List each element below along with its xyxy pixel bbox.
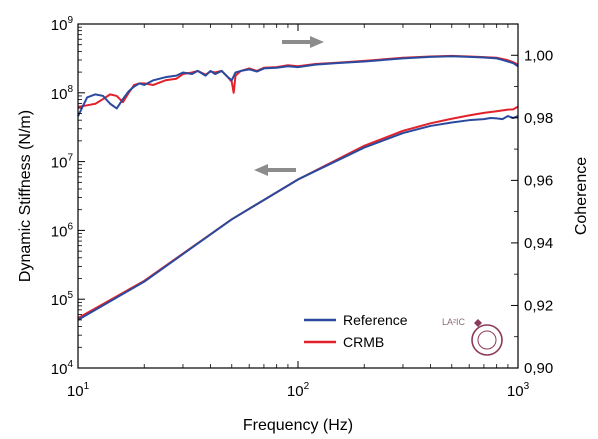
y-right-tick-label: 0,94	[524, 235, 553, 252]
lab-logo: LA²IC	[442, 317, 503, 356]
curves	[77, 54, 519, 321]
x-tick-label: 102	[287, 381, 310, 400]
x-axis-title: Frequency (Hz)	[243, 417, 353, 434]
logo-diamond-icon	[474, 319, 482, 327]
legend-label-reference: Reference	[343, 312, 408, 328]
y-left-tick-label: 104	[51, 359, 74, 378]
y-right-tick-label: 0,96	[524, 172, 553, 189]
x-tick-label: 103	[507, 381, 530, 400]
y-right-tick-label: 1,00	[524, 47, 553, 64]
y-left-tick-label: 108	[51, 84, 74, 103]
logo-ring-icon	[471, 324, 503, 356]
series-line-crmb-right	[77, 54, 519, 108]
series-line-reference-right	[77, 55, 519, 117]
y-left-tick-label: 106	[51, 221, 74, 240]
arrow-left-icon	[254, 164, 268, 176]
axes: 101 102 103 104 105 106 107 108 109 0,90 0,92 0,94 0…	[51, 15, 553, 400]
series-line-crmb-left	[77, 105, 519, 320]
legend: Reference CRMB	[304, 312, 408, 350]
y-left-tick-label: 107	[51, 153, 74, 172]
y-right-tick-label: 0,92	[524, 297, 553, 314]
series-line-reference-left	[77, 115, 519, 321]
y-axis-right-title: Coherence	[573, 157, 590, 235]
arrow-right-icon	[310, 36, 324, 48]
y-right-tick-label: 0,90	[524, 360, 553, 377]
y-left-tick-label: 109	[51, 15, 74, 34]
y-left-tick-label: 105	[51, 290, 74, 309]
x-tick-label: 101	[67, 381, 90, 400]
y-axis-left-title: Dynamic Stiffness (N/m)	[17, 110, 34, 282]
logo-inner-ring-icon	[477, 330, 497, 350]
annotations	[254, 36, 324, 176]
y-right-tick-label: 0,98	[524, 110, 553, 127]
logo-text: LA²IC	[442, 317, 466, 327]
legend-label-crmb: CRMB	[343, 334, 384, 350]
